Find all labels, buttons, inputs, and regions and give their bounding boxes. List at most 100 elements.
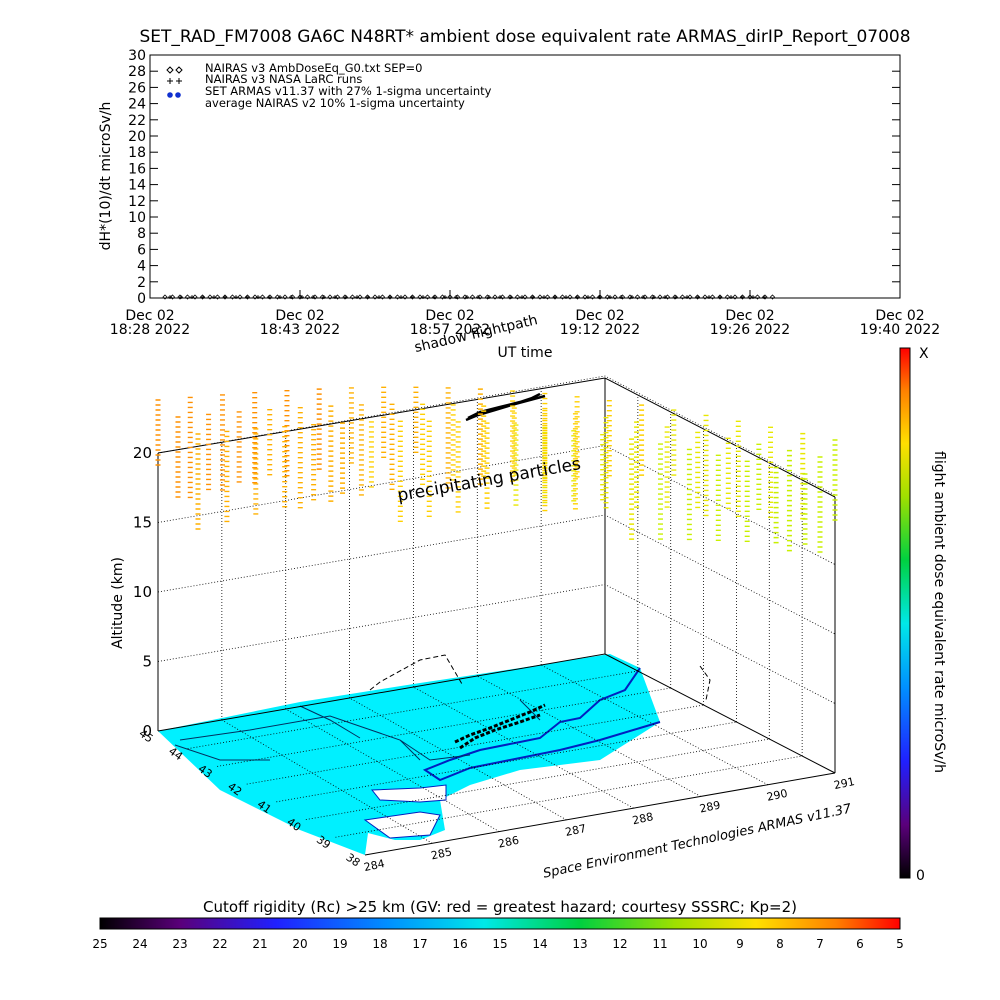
series-1-point xyxy=(487,295,491,299)
latitude-tick-label: 38 xyxy=(344,851,363,870)
cutoff-tick-label: 14 xyxy=(532,937,547,951)
longitude-tick-label: 284 xyxy=(363,857,386,874)
particle-column xyxy=(195,433,201,530)
y-tick-label: 22 xyxy=(128,113,146,129)
particle-column xyxy=(606,399,612,477)
cutoff-tick-label: 7 xyxy=(816,937,824,951)
series-0-point xyxy=(754,294,761,300)
particle-column xyxy=(510,390,516,482)
series-0-point xyxy=(642,294,648,300)
cutoff-tick-label: 13 xyxy=(572,937,587,951)
series-0-point xyxy=(612,294,618,300)
series-0-point xyxy=(304,294,311,300)
series-1-point xyxy=(245,295,249,299)
series-1-point xyxy=(740,295,744,299)
series-0-point xyxy=(259,294,266,300)
precipitating-particle-columns xyxy=(155,386,838,553)
particle-column xyxy=(786,449,792,552)
series-1-point xyxy=(564,295,568,299)
cutoff-tick-label: 21 xyxy=(252,937,267,951)
series-0-point xyxy=(657,294,663,300)
particle-column xyxy=(358,404,364,496)
particle-column xyxy=(224,430,230,523)
series-0-point xyxy=(409,294,416,300)
particle-column xyxy=(253,428,259,515)
series-1-point xyxy=(696,295,700,299)
series-1-point xyxy=(641,295,645,299)
colorbar-top-label: X xyxy=(919,346,929,362)
particle-column xyxy=(311,424,317,501)
series-0-point xyxy=(237,294,243,300)
y-tick-label: 10 xyxy=(128,210,146,226)
particle-column xyxy=(397,420,403,523)
cutoff-tick-label: 25 xyxy=(92,937,107,951)
series-1-point xyxy=(542,295,546,299)
x-tick-date: Dec 02 xyxy=(125,308,174,324)
series-0-point xyxy=(567,294,573,300)
series-0-point xyxy=(447,294,453,300)
series-1-point xyxy=(751,295,755,299)
series-0-point xyxy=(769,294,776,300)
series-1-point xyxy=(421,295,425,299)
particle-column xyxy=(348,387,354,464)
series-1-point xyxy=(432,295,436,299)
y-tick-label: 20 xyxy=(128,129,146,145)
series-0-point xyxy=(499,294,506,300)
cutoff-tick-label: 8 xyxy=(776,937,784,951)
y-tick-label: 18 xyxy=(128,145,146,161)
series-0-point xyxy=(529,294,536,300)
particle-column xyxy=(513,424,519,506)
series-1-point xyxy=(377,295,381,299)
latitude-tick-label: 45 xyxy=(137,727,156,746)
cutoff-tick-label: 19 xyxy=(332,937,347,951)
plot-frame xyxy=(149,54,901,299)
particle-column xyxy=(725,437,731,509)
particle-column xyxy=(420,403,426,486)
series-0-point xyxy=(357,294,363,300)
series-1-point xyxy=(652,295,656,299)
altitude-tick-label: 20 xyxy=(133,444,152,462)
z-grid-line xyxy=(157,514,836,635)
lat-grid-floor xyxy=(187,670,638,750)
particle-column xyxy=(328,405,334,502)
series-0-point xyxy=(477,294,483,300)
particle-column xyxy=(389,403,395,491)
series-0-point xyxy=(469,294,476,300)
series-1-point xyxy=(355,295,359,299)
y-tick-label: 14 xyxy=(128,178,146,194)
x-tick-time: 18:57 2022 xyxy=(410,322,490,338)
longitude-tick-label: 285 xyxy=(430,845,453,862)
series-0-point xyxy=(214,294,221,300)
cutoff-tick-label: 11 xyxy=(652,937,667,951)
series-1-point xyxy=(685,295,689,299)
coastline xyxy=(422,667,661,782)
y-tick-label: 4 xyxy=(137,259,146,275)
longitude-tick-label: 289 xyxy=(698,798,721,815)
cutoff-gradient xyxy=(99,917,901,930)
cutoff-label: Cutoff rigidity (Rc) >25 km (GV: red = g… xyxy=(203,898,797,916)
particle-column xyxy=(477,388,483,485)
lon-grid-floor xyxy=(349,697,567,821)
series-1-point xyxy=(410,295,414,299)
particle-column xyxy=(484,422,490,509)
series-0-point xyxy=(184,294,191,300)
series-1-point xyxy=(586,295,590,299)
particle-column xyxy=(267,408,273,476)
cutoff-tick-label: 24 xyxy=(132,937,147,951)
particle-column xyxy=(657,443,663,540)
cutoff-tick-label: 9 xyxy=(736,937,744,951)
colorbar-gradient xyxy=(899,347,911,879)
series-markers xyxy=(162,294,776,300)
particle-column xyxy=(664,426,670,508)
series-0-point xyxy=(739,294,746,300)
series-0-point xyxy=(252,294,258,300)
series-0-point xyxy=(207,294,213,300)
x-tick-date: Dec 02 xyxy=(275,308,324,324)
series-0-point xyxy=(334,294,341,300)
series-1-point xyxy=(366,295,370,299)
cutoff-tick-label: 12 xyxy=(612,937,627,951)
particle-column xyxy=(634,421,640,508)
particle-column xyxy=(450,404,456,481)
